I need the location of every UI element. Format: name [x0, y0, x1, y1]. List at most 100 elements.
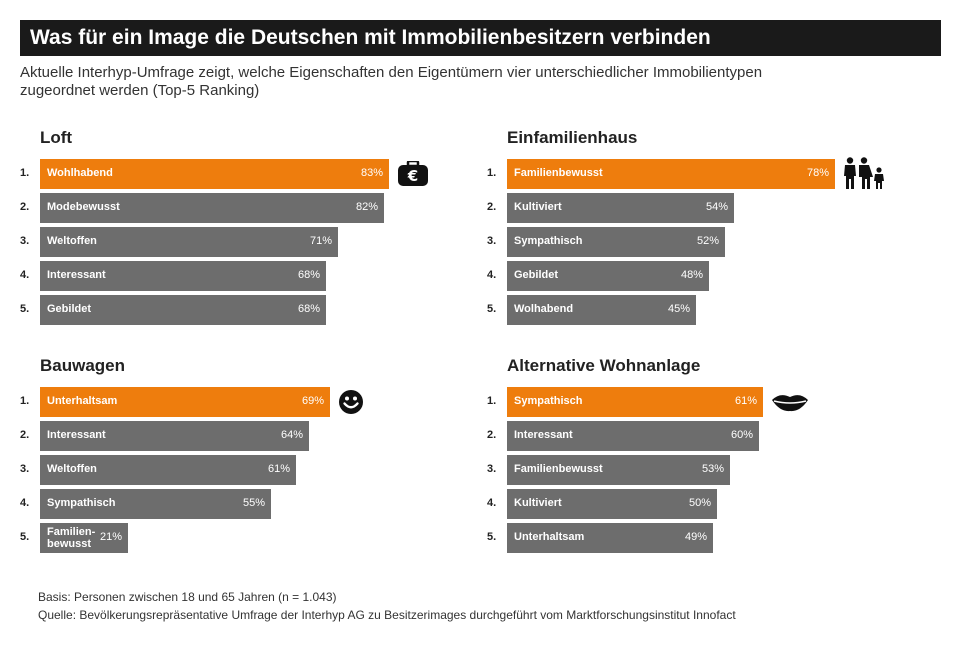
bar: Weltoffen 61%	[40, 455, 296, 485]
bar-row: 4. Interessant 68%	[20, 261, 440, 291]
bar-row: 5. Familien-bewusst 21%	[20, 523, 440, 553]
smiley-icon	[338, 389, 364, 420]
rank-label: 2.	[20, 201, 30, 213]
bar-category-label: Gebildet	[514, 269, 559, 281]
chart-title: Loft	[40, 128, 73, 147]
bar-value-label: 68%	[297, 269, 320, 281]
bar-value-label: 82%	[355, 201, 378, 213]
bar-value-label: 68%	[297, 303, 320, 315]
rank-label: 2.	[20, 429, 30, 441]
bar-value-label: 54%	[705, 201, 728, 213]
bar-row: 5. Unterhaltsam 49%	[487, 523, 907, 553]
rank-label: 1.	[20, 395, 30, 407]
bar: Weltoffen 71%	[40, 227, 338, 257]
bar-category-label: Sympathisch	[47, 497, 116, 509]
bar-category-label: Interessant	[514, 429, 573, 441]
rank-label: 2.	[487, 201, 497, 213]
bar: Wohlhabend 83%	[40, 159, 389, 189]
page-title: Was für ein Image die Deutschen mit Immo…	[30, 26, 711, 49]
bar: Familienbewusst 53%	[507, 455, 730, 485]
bar: Sympathisch 61%	[507, 387, 763, 417]
bar-category-label: Weltoffen	[47, 235, 97, 247]
rank-label: 4.	[20, 269, 30, 281]
bar: Gebildet 48%	[507, 261, 709, 291]
bar-category-label: Wohlhabend	[47, 167, 113, 179]
bar: Interessant 64%	[40, 421, 309, 451]
bar-row: 4. Kultiviert 50%	[487, 489, 907, 519]
bar: Interessant 68%	[40, 261, 326, 291]
chart-title: Bauwagen	[40, 356, 126, 375]
rank-label: 5.	[487, 531, 497, 543]
bar-category-label: Sympathisch	[514, 235, 583, 247]
bar: Sympathisch 55%	[40, 489, 271, 519]
rank-label: 2.	[487, 429, 497, 441]
bar-value-label: 61%	[267, 463, 290, 475]
rank-label: 1.	[487, 167, 497, 179]
subtitle: Aktuelle Interhyp-Umfrage zeigt, welche …	[20, 64, 920, 100]
bar-category-label: Interessant	[47, 269, 106, 281]
rank-label: 5.	[20, 303, 30, 315]
bar-value-label: 64%	[280, 429, 303, 441]
bar: Kultiviert 50%	[507, 489, 717, 519]
bar-row: 5. Gebildet 68%	[20, 295, 440, 325]
chart-einfamilienhaus: Einfamilienhaus 1. Familienbewusst 78% 2. Kul…	[487, 128, 907, 328]
bar: Modebewusst 82%	[40, 193, 384, 223]
bar-value-label: 61%	[734, 395, 757, 407]
bar-value-label: 50%	[688, 497, 711, 509]
bar-category-label: Kultiviert	[514, 497, 562, 509]
bar-category-label: Kultiviert	[514, 201, 562, 213]
bar-value-label: 48%	[680, 269, 703, 281]
bar-row: 3. Familienbewusst 53%	[487, 455, 907, 485]
family-icon	[843, 157, 887, 194]
title-bar: Was für ein Image die Deutschen mit Immo…	[20, 20, 941, 56]
bar-row: 4. Sympathisch 55%	[20, 489, 440, 519]
bar-row: 1. Wohlhabend 83% €	[20, 159, 440, 189]
bar: Familien-bewusst 21%	[40, 523, 128, 553]
chart-alternative-wohnanlage: Alternative Wohnanlage 1. Sympathisch 61% 2.…	[487, 356, 907, 556]
bar-category-label: Familienbewusst	[514, 463, 603, 475]
bar-value-label: 83%	[360, 167, 383, 179]
bar-row: 2. Interessant 64%	[20, 421, 440, 451]
bar-row: 1. Unterhaltsam 69%	[20, 387, 440, 417]
bar: Interessant 60%	[507, 421, 759, 451]
bar-row: 1. Familienbewusst 78%	[487, 157, 907, 189]
bar-category-label: Wolhabend	[514, 303, 574, 315]
rank-label: 3.	[20, 235, 30, 247]
subtitle-line-1: Aktuelle Interhyp-Umfrage zeigt, welche …	[20, 64, 763, 81]
bar: Unterhaltsam 49%	[507, 523, 713, 553]
bar: Sympathisch 52%	[507, 227, 725, 257]
bar: Wolhabend 45%	[507, 295, 696, 325]
chart-title: Alternative Wohnanlage	[507, 356, 701, 375]
lips-icon	[771, 392, 809, 417]
rank-label: 4.	[487, 497, 497, 509]
bar-row: 4. Gebildet 48%	[487, 261, 907, 291]
bar-row: 2. Kultiviert 54%	[487, 193, 907, 223]
footer-source: Quelle: Bevölkerungsrepräsentative Umfra…	[38, 608, 736, 622]
bar-category-label: Unterhaltsam	[514, 531, 585, 543]
subtitle-line-2: zugeordnet werden (Top-5 Ranking)	[20, 82, 260, 99]
bar-category-label: Unterhaltsam	[47, 395, 118, 407]
rank-label: 3.	[487, 235, 497, 247]
rank-label: 3.	[20, 463, 30, 475]
bar-value-label: 78%	[806, 167, 829, 179]
bar-value-label: 52%	[696, 235, 719, 247]
bar-value-label: 53%	[701, 463, 724, 475]
bar-row: 5. Wolhabend 45%	[487, 295, 907, 325]
bar: Gebildet 68%	[40, 295, 326, 325]
bar-row: 3. Sympathisch 52%	[487, 227, 907, 257]
bar-value-label: 69%	[301, 395, 324, 407]
bar-row: 2. Interessant 60%	[487, 421, 907, 451]
chart-title: Einfamilienhaus	[507, 128, 638, 147]
bar-category-label: Familienbewusst	[514, 167, 603, 179]
rank-label: 4.	[20, 497, 30, 509]
rank-label: 3.	[487, 463, 497, 475]
bar-category-label: Modebewusst	[47, 201, 120, 213]
chart-bauwagen: Bauwagen 1. Unterhaltsam 69% 2. Interessant 64…	[20, 356, 440, 556]
bar: Kultiviert 54%	[507, 193, 734, 223]
bar-row: 3. Weltoffen 61%	[20, 455, 440, 485]
bar-value-label: 55%	[242, 497, 265, 509]
bar-value-label: 60%	[730, 429, 753, 441]
euro-wallet-icon: €	[397, 159, 429, 192]
bar-value-label: 21%	[99, 531, 122, 543]
rank-label: 4.	[487, 269, 497, 281]
